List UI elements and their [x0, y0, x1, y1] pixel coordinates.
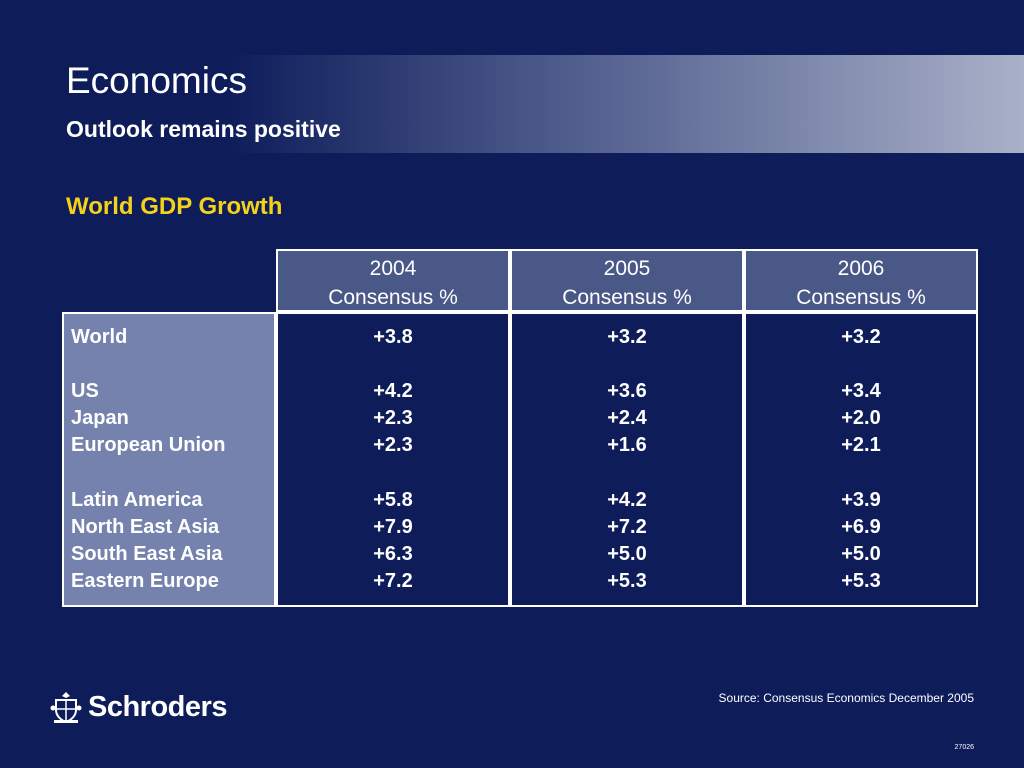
schroders-crest-icon — [50, 692, 82, 724]
table-cell: +2.1 — [841, 434, 881, 456]
region-label: US — [71, 380, 99, 402]
table-cell: +5.3 — [607, 570, 647, 592]
region-label: Eastern Europe — [71, 570, 219, 592]
table-cell: +4.2 — [373, 380, 413, 402]
table-cell: +4.2 — [607, 489, 647, 511]
table-cell: +5.0 — [607, 543, 647, 565]
table-cell: +2.3 — [373, 434, 413, 456]
table-cell: +3.6 — [607, 380, 647, 402]
values-column-2006: +3.2 +3.4 +2.0 +2.1 +3.9 +6.9 +5.0 +5.3 — [744, 312, 978, 607]
region-label: European Union — [71, 434, 226, 456]
column-header-2006: 2006 Consensus % — [744, 249, 978, 312]
table-cell: +5.3 — [841, 570, 881, 592]
region-label: South East Asia — [71, 543, 223, 565]
table-cell: +7.2 — [373, 570, 413, 592]
table-cell: +3.4 — [841, 380, 881, 402]
table-cell: +3.9 — [841, 489, 881, 511]
slide-subtitle: Outlook remains positive — [66, 116, 341, 142]
schroders-logo: Schroders — [50, 690, 227, 724]
section-title: World GDP Growth — [66, 193, 283, 220]
column-header-2004: 2004 Consensus % — [276, 249, 510, 312]
region-label: Japan — [71, 407, 129, 429]
column-header-label: Consensus % — [562, 286, 692, 309]
table-cell: +5.8 — [373, 489, 413, 511]
table-cell: +3.2 — [607, 326, 647, 348]
table-cell: +5.0 — [841, 543, 881, 565]
region-label: Latin America — [71, 489, 203, 511]
table-cell: +3.8 — [373, 326, 413, 348]
slide-code: 27026 — [954, 744, 974, 751]
column-header-label: Consensus % — [328, 286, 458, 309]
table-cell: +1.6 — [607, 434, 647, 456]
column-header-year: 2005 — [603, 257, 651, 280]
slide-title: Economics — [66, 60, 247, 101]
column-header-year: 2006 — [837, 257, 885, 280]
region-label-column: World US Japan European Union Latin Amer… — [62, 312, 276, 607]
column-header-year: 2004 — [369, 257, 417, 280]
column-header-2005: 2005 Consensus % — [510, 249, 744, 312]
table-cell: +7.2 — [607, 516, 647, 538]
table-cell: +2.3 — [373, 407, 413, 429]
region-label: North East Asia — [71, 516, 220, 538]
values-column-2004: +3.8 +4.2 +2.3 +2.3 +5.8 +7.9 +6.3 +7.2 — [276, 312, 510, 607]
table-cell: +2.4 — [607, 407, 647, 429]
table-cell: +6.3 — [373, 543, 413, 565]
table-cell: +3.2 — [841, 326, 881, 348]
table-cell: +2.0 — [841, 407, 881, 429]
table-cell: +6.9 — [841, 516, 881, 538]
source-note: Source: Consensus Economics December 200… — [718, 691, 974, 705]
region-label: World — [71, 326, 128, 348]
header-band — [0, 55, 1024, 153]
column-header-label: Consensus % — [796, 286, 926, 309]
brand-name: Schroders — [88, 690, 227, 723]
values-column-2005: +3.2 +3.6 +2.4 +1.6 +4.2 +7.2 +5.0 +5.3 — [510, 312, 744, 607]
table-cell: +7.9 — [373, 516, 413, 538]
